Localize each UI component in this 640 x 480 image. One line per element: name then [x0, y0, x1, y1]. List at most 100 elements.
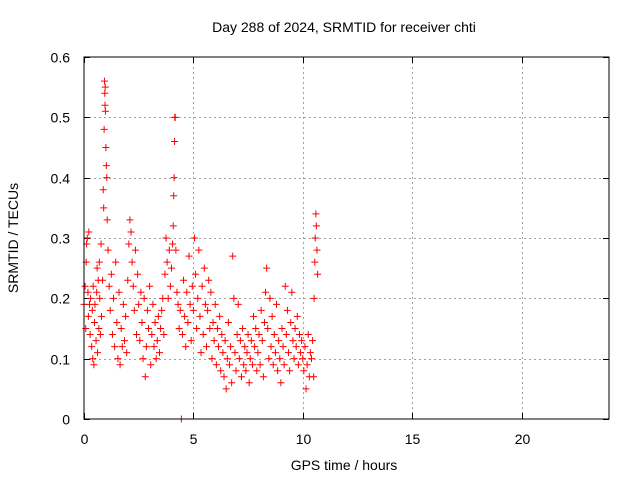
data-point — [190, 234, 198, 242]
data-point — [96, 294, 104, 302]
data-point — [186, 300, 194, 308]
y-tick-label: 0.1 — [51, 352, 71, 368]
data-point — [229, 252, 237, 260]
data-point — [301, 343, 309, 351]
data-point — [137, 288, 145, 296]
data-point — [274, 367, 282, 375]
data-point — [91, 318, 98, 326]
data-point — [101, 77, 109, 85]
data-point — [169, 240, 177, 248]
data-point — [188, 282, 196, 290]
data-point — [100, 125, 108, 133]
data-point — [174, 300, 182, 308]
data-point — [162, 234, 170, 242]
data-point — [102, 144, 110, 151]
chart-title: Day 288 of 2024, SRMTID for receiver cht… — [212, 19, 476, 35]
data-point — [171, 113, 179, 121]
data-point — [130, 306, 138, 314]
data-point — [185, 252, 193, 260]
data-point — [264, 325, 272, 332]
data-point — [213, 325, 221, 332]
data-point — [117, 325, 125, 332]
data-point — [183, 288, 191, 296]
data-point — [105, 282, 113, 290]
data-point — [106, 306, 114, 314]
data-point — [90, 361, 98, 369]
data-point — [314, 270, 322, 278]
data-point — [120, 337, 128, 345]
data-point — [100, 204, 108, 212]
data-point — [271, 349, 279, 357]
axis-ticks: 0 0.1 0.2 0.3 0.4 0.5 0.6 0 5 10 15 20 — [51, 50, 609, 447]
data-point — [103, 216, 111, 224]
data-point — [292, 343, 300, 351]
data-point — [93, 288, 101, 296]
data-point — [119, 300, 127, 308]
data-point — [287, 318, 295, 326]
data-point — [93, 264, 101, 272]
data-point — [149, 300, 157, 308]
data-point — [216, 312, 224, 320]
y-tick-label: 0.4 — [51, 171, 71, 187]
data-point — [195, 246, 203, 254]
data-point — [282, 331, 290, 339]
data-point — [112, 258, 120, 266]
data-point — [89, 282, 97, 290]
data-point — [309, 337, 317, 345]
data-point — [91, 300, 99, 308]
data-point — [151, 318, 159, 326]
data-point — [193, 325, 201, 332]
x-tick-label: 20 — [515, 431, 531, 447]
data-point — [215, 343, 223, 351]
data-point — [217, 367, 225, 375]
data-point — [169, 222, 177, 230]
data-point — [194, 294, 202, 302]
data-point — [171, 137, 179, 145]
data-point — [111, 343, 119, 351]
data-point — [256, 361, 264, 369]
data-point — [84, 288, 92, 296]
data-point — [209, 318, 217, 326]
x-tick-label: 0 — [81, 431, 89, 447]
data-point — [294, 361, 302, 369]
data-point — [288, 288, 296, 296]
data-point — [170, 174, 178, 182]
data-point — [139, 355, 147, 363]
data-point — [110, 294, 118, 302]
data-point — [298, 337, 306, 345]
data-point — [128, 258, 136, 266]
y-tick-label: 0.5 — [51, 110, 71, 126]
data-point — [283, 306, 291, 314]
data-point — [255, 331, 263, 339]
y-tick-label: 0.2 — [51, 291, 71, 307]
data-point — [252, 325, 260, 332]
data-point — [310, 294, 318, 302]
data-point — [153, 337, 161, 345]
data-point — [275, 337, 283, 345]
data-point — [273, 300, 280, 308]
data-point — [176, 306, 184, 314]
y-tick-label: 0 — [62, 412, 70, 428]
data-point — [286, 367, 294, 375]
data-point — [239, 325, 247, 332]
data-point — [281, 282, 289, 290]
data-point — [204, 306, 212, 314]
data-point — [300, 367, 308, 375]
data-point — [94, 349, 102, 357]
data-point — [89, 355, 97, 363]
data-point — [210, 337, 218, 345]
data-point — [234, 300, 242, 308]
data-point — [265, 355, 273, 363]
data-point — [155, 349, 163, 357]
data-point — [178, 331, 186, 339]
data-point — [269, 361, 277, 369]
data-point — [245, 379, 253, 387]
data-point — [278, 325, 286, 332]
data-point — [143, 306, 151, 314]
data-point — [259, 373, 267, 381]
y-axis-label: SRMTID / TECUs — [5, 183, 21, 293]
data-point — [206, 325, 214, 332]
data-point — [96, 331, 104, 339]
data-point — [227, 343, 235, 351]
